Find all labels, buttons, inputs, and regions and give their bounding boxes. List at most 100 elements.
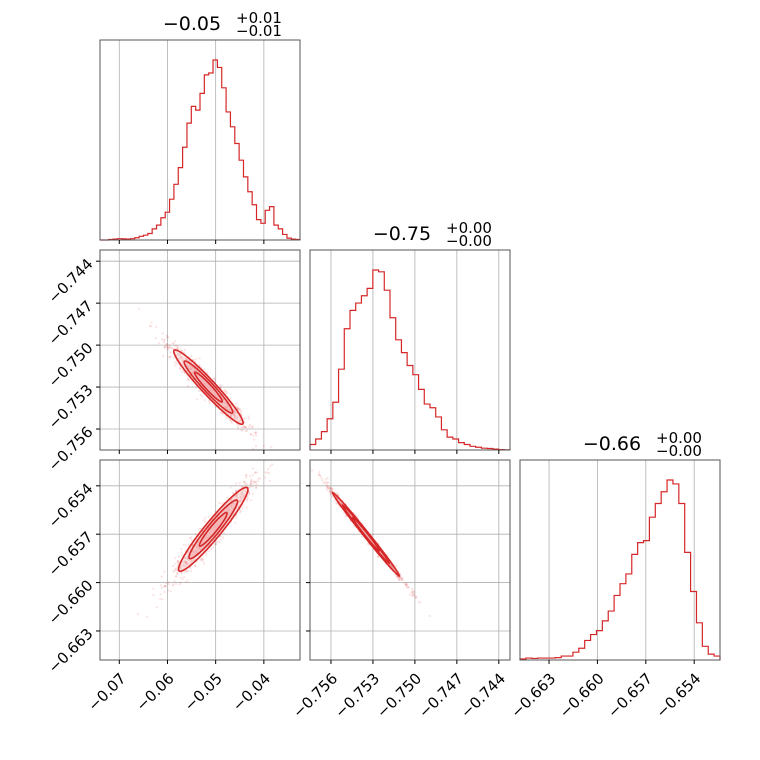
sample-point: [177, 561, 180, 565]
sample-point: [233, 409, 236, 412]
sample-point: [238, 481, 241, 485]
sample-point: [173, 361, 176, 364]
sample-point: [207, 515, 210, 518]
sample-point: [179, 566, 182, 569]
sample-point: [180, 567, 183, 570]
sample-point: [161, 598, 164, 601]
sample-point: [187, 570, 190, 573]
sample-point: [324, 482, 327, 486]
sample-point: [262, 454, 264, 456]
sample-point: [324, 480, 327, 484]
sample-point: [219, 538, 222, 541]
sample-point: [198, 389, 201, 393]
sample-point: [241, 491, 244, 494]
sample-point: [178, 353, 181, 356]
sample-point: [185, 562, 188, 565]
sample-point: [185, 560, 188, 564]
scatter-panel-2-3: [306, 459, 511, 664]
panel-frame: [519, 459, 721, 661]
sample-point: [241, 492, 244, 495]
sample-point: [251, 473, 254, 477]
sample-point: [201, 395, 204, 398]
sample-point: [176, 347, 179, 351]
sample-point: [321, 479, 324, 482]
sample-point: [233, 411, 236, 414]
sample-point: [229, 414, 232, 417]
sample-point: [399, 576, 402, 579]
sample-point: [211, 546, 215, 549]
sample-point: [163, 346, 166, 349]
sample-point: [407, 585, 410, 589]
sample-point: [233, 415, 236, 418]
sample-point: [190, 536, 193, 539]
sample-point: [400, 579, 404, 582]
sample-point: [190, 539, 193, 542]
sample-point: [188, 536, 192, 540]
sample-point: [236, 407, 239, 410]
sample-point: [188, 378, 191, 382]
sample-point: [172, 570, 175, 573]
sample-point: [179, 356, 182, 359]
sample-point: [244, 417, 247, 420]
sample-point: [366, 542, 369, 545]
sample-point: [169, 355, 172, 359]
sample-point: [226, 392, 229, 395]
sample-point: [371, 533, 375, 536]
sample-point: [233, 413, 236, 416]
sample-point: [183, 556, 187, 560]
sample-point: [222, 536, 225, 539]
sample-point: [213, 377, 216, 380]
sample-point: [248, 475, 252, 478]
sample-point: [251, 479, 254, 483]
sample-point: [218, 540, 221, 543]
sample-point: [172, 342, 175, 345]
sample-point: [220, 385, 223, 388]
sample-point: [396, 575, 399, 579]
sample-point: [160, 575, 163, 578]
sample-point: [239, 408, 242, 411]
sample-point: [167, 336, 170, 339]
sample-point: [224, 390, 227, 393]
x-tick-label: −0.657: [604, 670, 656, 722]
sample-point: [336, 492, 339, 496]
y-tick-label: −0.744: [45, 255, 97, 307]
sample-point: [173, 340, 177, 343]
sample-point: [233, 414, 236, 417]
sample-point: [218, 501, 221, 505]
sample-point: [249, 483, 252, 486]
sample-point: [239, 499, 242, 502]
sample-point: [240, 426, 243, 429]
sample-point: [181, 577, 184, 581]
sample-point: [249, 499, 252, 502]
sample-point: [182, 564, 185, 568]
sample-point: [245, 429, 248, 432]
sample-point: [245, 430, 248, 433]
sample-point: [162, 339, 165, 342]
sample-point: [244, 426, 248, 429]
sample-point: [166, 348, 169, 351]
sample-point: [239, 494, 242, 497]
sample-point: [400, 576, 403, 579]
sample-point: [326, 481, 329, 484]
sample-point: [177, 555, 181, 558]
sample-point: [401, 577, 404, 580]
sample-point: [235, 402, 238, 405]
sample-point: [180, 551, 183, 554]
sample-point: [177, 352, 180, 355]
sample-point: [234, 516, 238, 519]
sample-point: [233, 411, 236, 414]
sample-point: [376, 555, 379, 558]
sample-point: [326, 476, 329, 480]
sample-point: [271, 463, 274, 466]
sample-point: [402, 577, 405, 580]
sample-point: [198, 357, 201, 360]
sample-point: [251, 493, 255, 496]
title-minus-err: −0.01: [236, 22, 282, 40]
sample-point: [171, 564, 175, 568]
sample-point: [248, 425, 251, 428]
sample-point: [195, 398, 199, 401]
y-tick-label: −0.654: [45, 480, 97, 532]
sample-point: [230, 414, 233, 418]
sample-point: [252, 467, 255, 470]
